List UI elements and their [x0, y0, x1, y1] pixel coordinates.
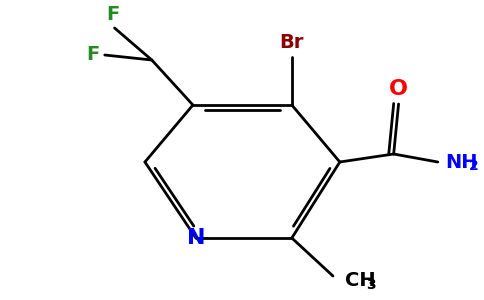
Text: N: N — [187, 228, 205, 248]
Text: Br: Br — [280, 34, 304, 52]
Text: 3: 3 — [366, 278, 376, 292]
Text: NH: NH — [446, 152, 478, 172]
Text: CH: CH — [345, 272, 375, 290]
Text: F: F — [106, 4, 119, 23]
Text: 2: 2 — [469, 159, 479, 173]
Text: O: O — [389, 79, 408, 99]
Text: F: F — [87, 46, 100, 64]
